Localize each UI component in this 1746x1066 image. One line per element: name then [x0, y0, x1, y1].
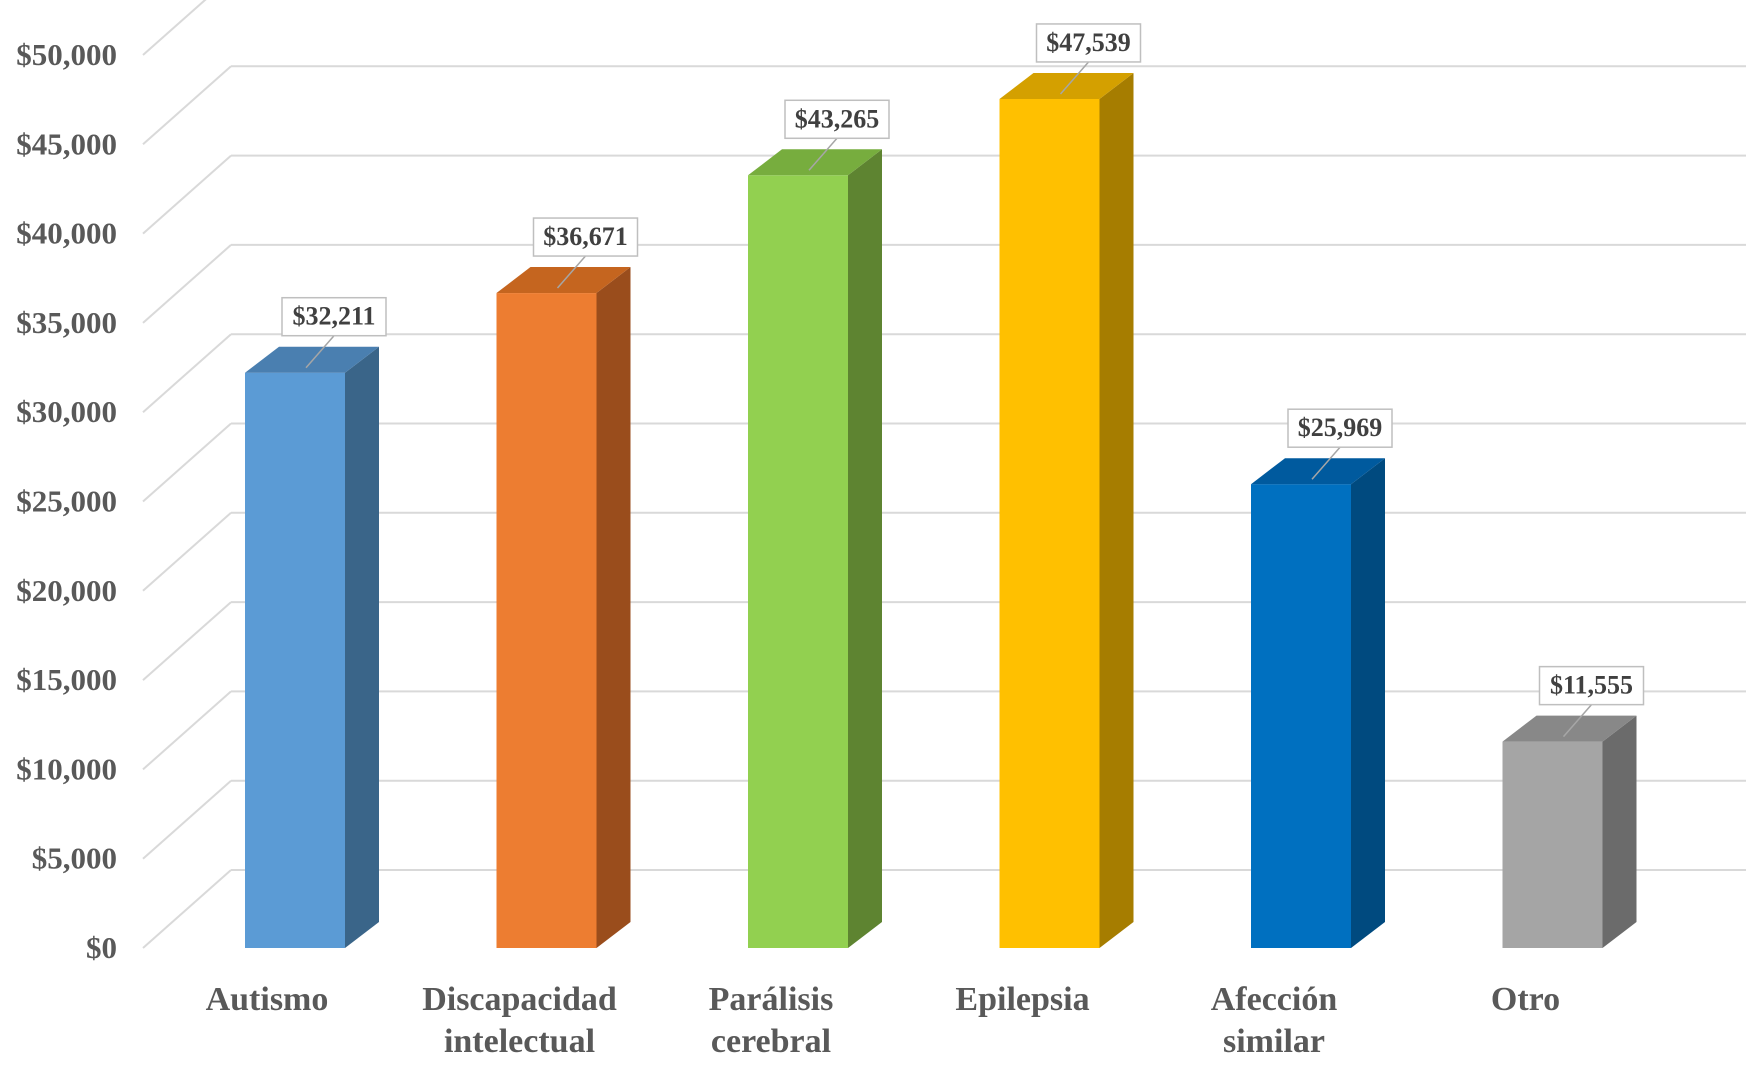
bar-side — [1602, 715, 1637, 948]
x-tick-label: Autismo — [206, 981, 329, 1018]
x-tick-label: Epilepsia — [955, 981, 1089, 1018]
gridline — [142, 511, 1746, 592]
bar-side — [848, 149, 882, 948]
bar — [999, 72, 1134, 948]
bar-top — [1502, 715, 1637, 742]
gridline — [142, 690, 1746, 771]
bar-side — [1351, 458, 1385, 948]
bar — [245, 346, 379, 948]
data-label-box — [1287, 408, 1393, 448]
leader-line — [556, 255, 587, 289]
leader-line — [808, 137, 838, 171]
bar — [748, 149, 882, 948]
gridline — [142, 65, 1746, 146]
gridline — [142, 0, 207, 56]
data-label-box — [532, 217, 639, 257]
y-tick-label: $50,000 — [16, 37, 117, 72]
bar-front — [999, 98, 1100, 948]
bar-front — [245, 372, 345, 948]
gridline — [142, 243, 1746, 324]
bar-top — [1251, 458, 1385, 485]
y-tick-label: $35,000 — [16, 305, 117, 340]
leader-line — [1562, 704, 1593, 738]
x-tick-label: similar — [1223, 1023, 1325, 1060]
bar-side — [345, 346, 379, 948]
leader-line — [1311, 446, 1341, 480]
gridline — [142, 601, 1746, 681]
y-tick-label: $25,000 — [16, 484, 117, 519]
data-label: $25,969 — [1298, 413, 1383, 442]
gridline — [142, 333, 1746, 413]
bar-side — [596, 267, 631, 949]
y-tick-label: $40,000 — [16, 216, 117, 251]
x-tick-label: Afección — [1211, 981, 1338, 1018]
data-label-box — [281, 296, 387, 337]
bar-front — [496, 293, 597, 949]
data-label-box — [784, 99, 890, 140]
x-tick-label: Parálisis — [709, 981, 834, 1018]
y-tick-label: $10,000 — [16, 751, 117, 786]
data-label-box — [1035, 23, 1142, 63]
gridline — [142, 869, 1746, 949]
bar — [1251, 458, 1385, 948]
leader-line — [305, 335, 335, 369]
bar — [1502, 715, 1637, 948]
bar-front — [748, 175, 848, 948]
bar — [496, 267, 631, 949]
bar-top — [748, 149, 882, 176]
x-tick-label: intelectual — [444, 1023, 595, 1060]
data-label: $32,211 — [292, 302, 375, 331]
grid-layer — [142, 0, 1746, 949]
bar-front — [1502, 741, 1603, 948]
data-label: $43,265 — [795, 104, 880, 133]
labels-layer: $0 $5,000 $10,000 $15,000 $20,000 $25,000 $30,… — [16, 23, 1645, 1060]
data-label: $36,671 — [543, 222, 628, 251]
leader-line — [1059, 61, 1090, 95]
gridline — [142, 779, 1746, 860]
y-tick-label: $45,000 — [16, 126, 117, 161]
y-tick-label: $15,000 — [16, 662, 117, 697]
x-tick-label: Otro — [1491, 981, 1560, 1018]
bar-side — [1099, 72, 1134, 948]
gridline — [142, 154, 1746, 235]
data-label: $47,539 — [1046, 28, 1131, 57]
bar-front — [1251, 484, 1351, 948]
y-tick-label: $5,000 — [32, 841, 117, 876]
y-tick-label: $20,000 — [16, 573, 117, 608]
x-tick-label: Discapacidad — [422, 981, 617, 1018]
y-tick-label: $0 — [86, 930, 117, 965]
y-tick-label: $30,000 — [16, 394, 117, 429]
gridline — [142, 422, 1746, 503]
x-tick-label: cerebral — [711, 1023, 831, 1060]
data-label-box — [1538, 665, 1645, 706]
bars-layer — [245, 72, 1637, 949]
bar-top — [245, 346, 379, 373]
bar-top — [496, 267, 631, 294]
bar-top — [999, 72, 1134, 99]
data-label: $11,555 — [1550, 671, 1633, 700]
